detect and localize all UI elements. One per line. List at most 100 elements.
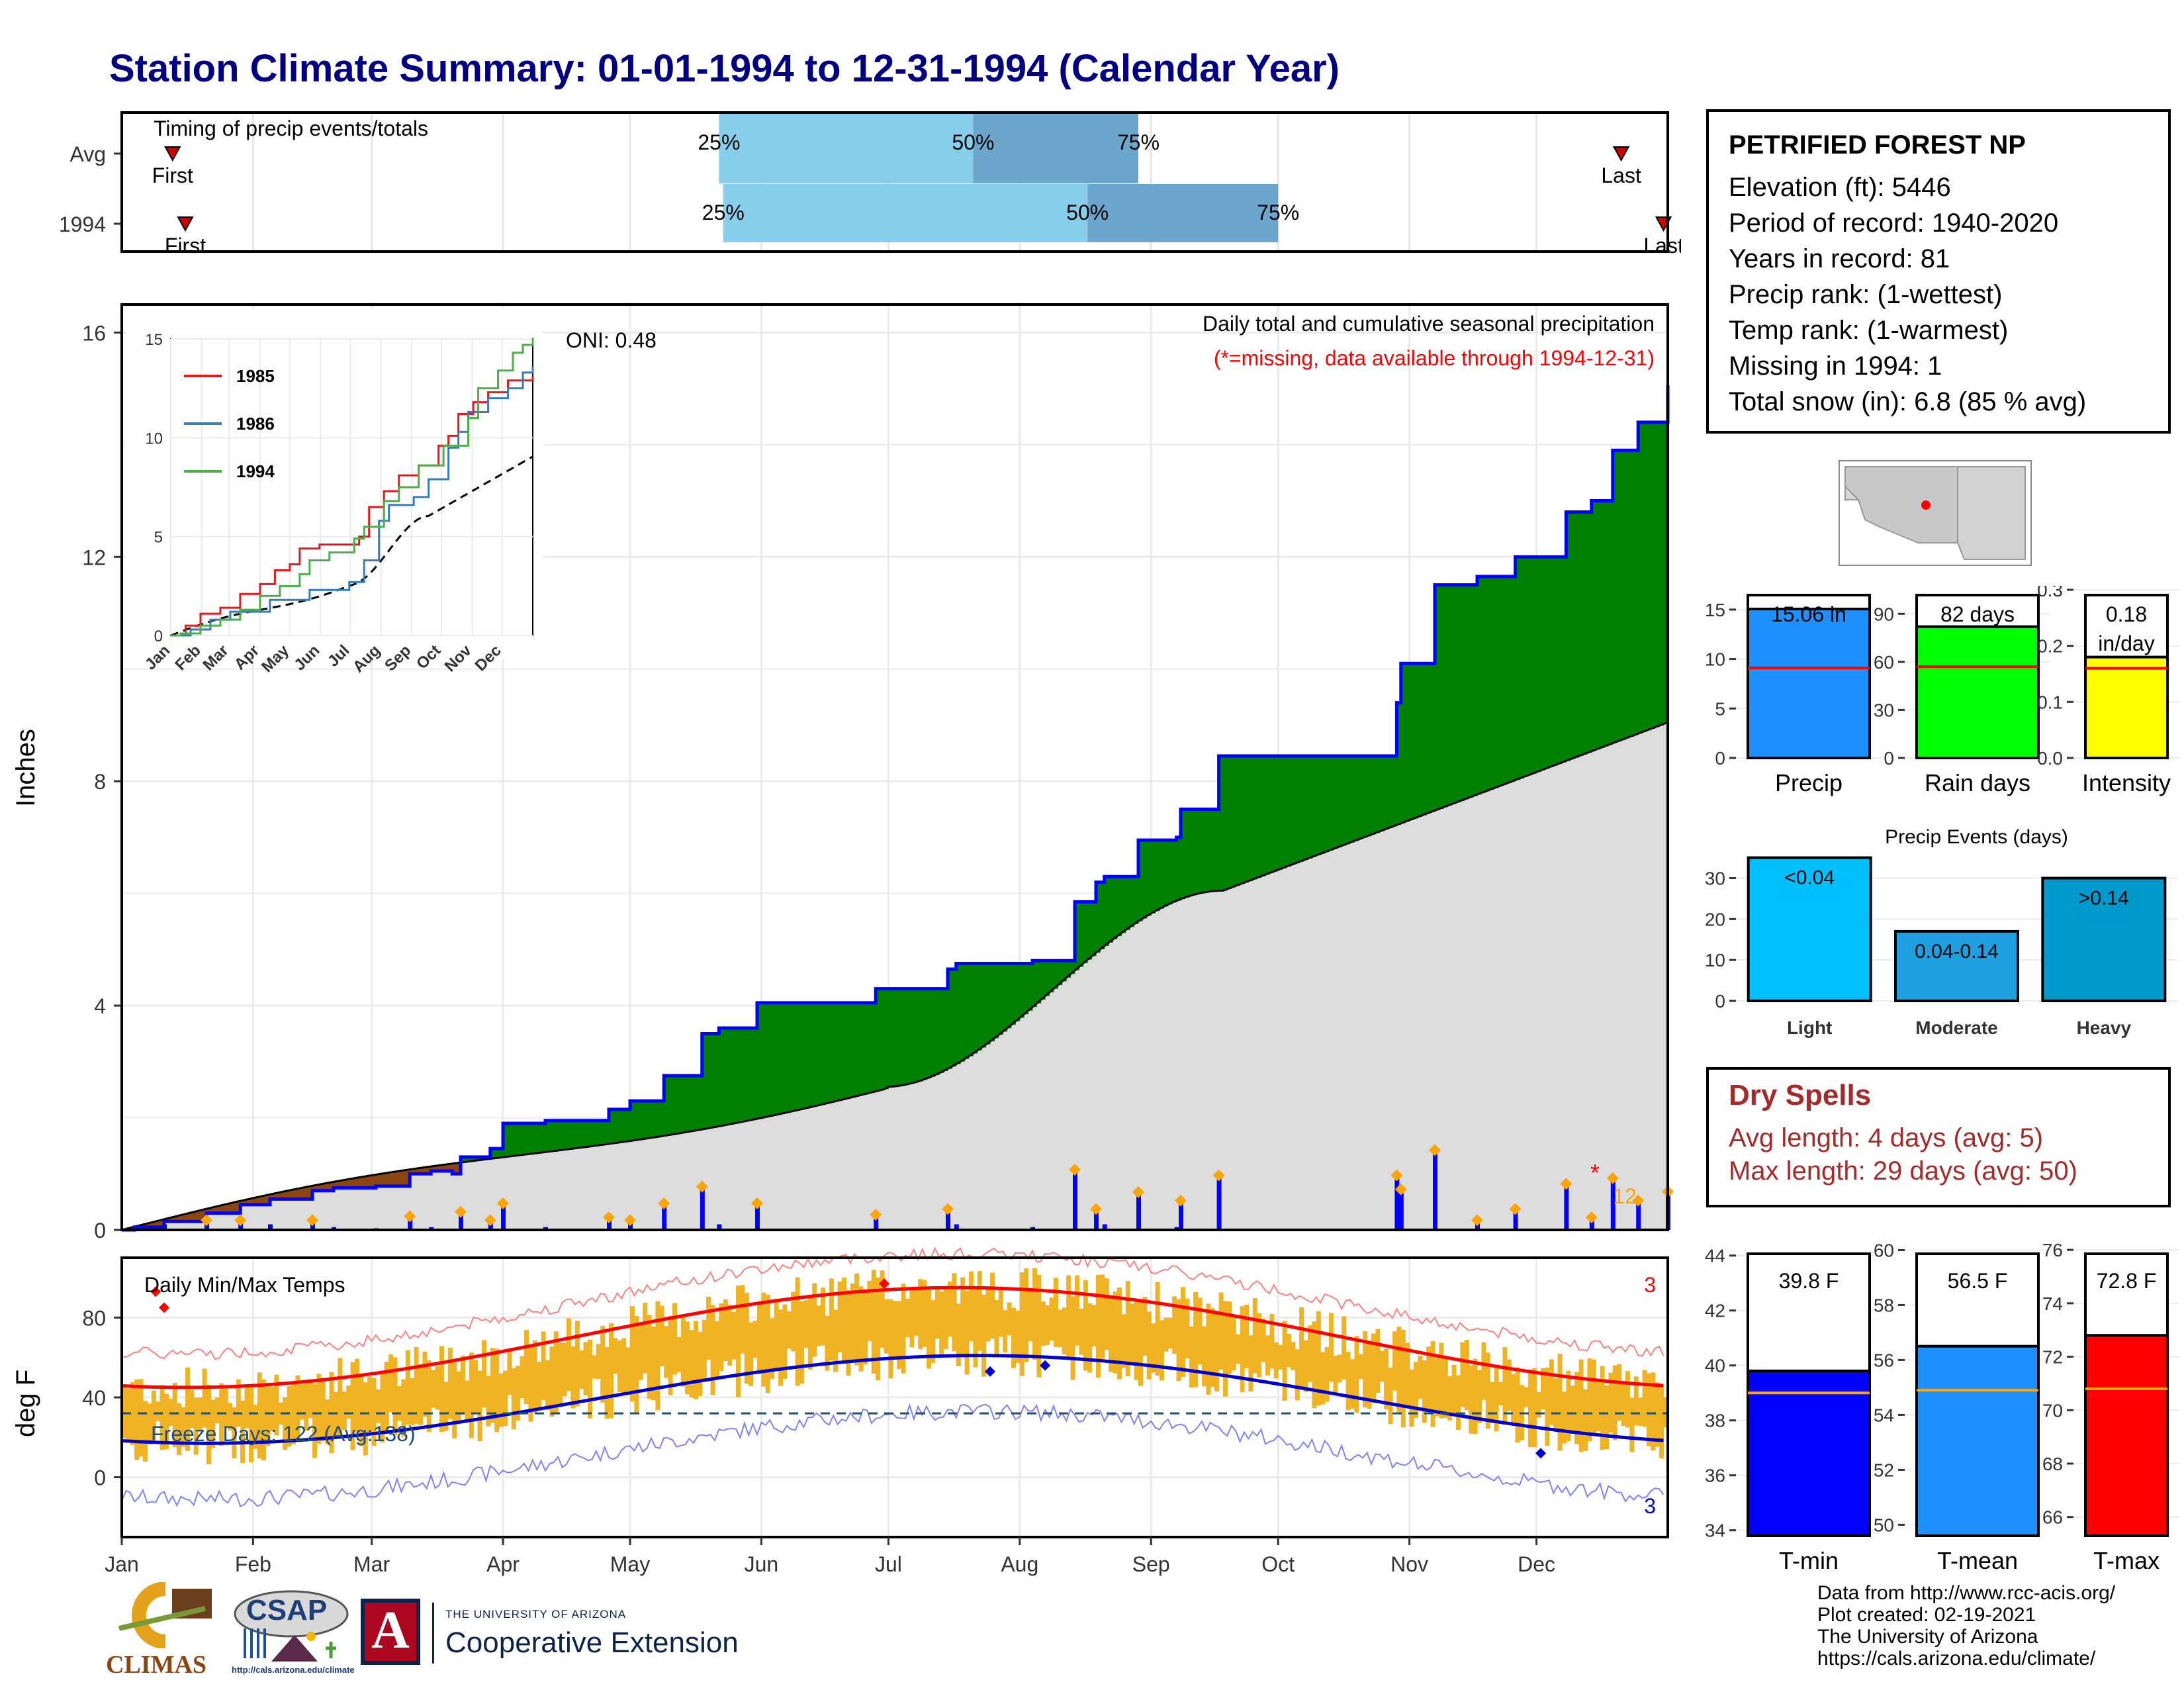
daily-temp-bar	[341, 1391, 347, 1430]
above-normal-segment	[1130, 876, 1135, 927]
below-normal-segment	[452, 1163, 457, 1174]
month-label: Nov	[1390, 1552, 1428, 1576]
above-normal-segment	[1287, 756, 1291, 867]
daily-temp-bar	[1269, 1313, 1275, 1369]
above-normal-segment	[1591, 500, 1596, 751]
daily-temp-bar	[710, 1305, 715, 1395]
daily-temp-bar	[1414, 1362, 1418, 1418]
daily-temp-bar	[304, 1382, 309, 1431]
daily-temp-bar	[939, 1291, 944, 1354]
daily-temp-bar	[579, 1350, 584, 1389]
daily-temp-bar	[320, 1380, 326, 1442]
daily-temp-bar	[981, 1294, 987, 1377]
heavy-event-marker	[603, 1211, 615, 1224]
daily-temp-bar	[1151, 1323, 1156, 1373]
station-temp-rank: Temp rank: (1-warmest)	[1729, 316, 2009, 345]
below-normal-segment	[202, 1209, 207, 1222]
below-normal-segment	[316, 1185, 322, 1191]
above-normal-segment	[659, 1101, 664, 1137]
below-normal-segment	[401, 1170, 406, 1186]
below-normal-segment	[308, 1186, 313, 1199]
above-normal-segment	[922, 988, 927, 1080]
daily-precip-bar	[1513, 1210, 1518, 1230]
daily-temp-bar	[1121, 1314, 1126, 1368]
below-normal-segment	[147, 1223, 152, 1227]
daily-temp-bar	[1138, 1301, 1143, 1386]
above-normal-segment	[1138, 840, 1143, 921]
above-normal-segment	[837, 1002, 842, 1101]
below-normal-segment	[435, 1166, 440, 1172]
tempbar-ytick-label: 76	[2042, 1240, 2063, 1260]
above-normal-segment	[1659, 422, 1664, 726]
above-normal-segment	[998, 963, 1003, 1035]
daily-temp-bar	[1354, 1336, 1359, 1413]
below-normal-segment	[341, 1180, 347, 1188]
daily-temp-bar	[287, 1385, 292, 1446]
daily-temp-bar	[1015, 1310, 1021, 1364]
tempbar-ytick-label: 52	[1874, 1460, 1894, 1480]
daily-temp-bar	[1384, 1348, 1389, 1409]
summary-value-label-2: in/day	[2098, 632, 2154, 655]
above-normal-segment	[1197, 809, 1203, 894]
above-normal-segment	[1083, 902, 1088, 964]
missing-marker: *	[1590, 1159, 1600, 1186]
daily-temp-bar	[1240, 1306, 1245, 1393]
daily-precip-bar	[1030, 1227, 1035, 1230]
daily-temp-bar	[897, 1301, 902, 1370]
daily-temp-bar	[1439, 1342, 1444, 1419]
ua-extension-logo: A THE UNIVERSITY OF ARIZONA Cooperative …	[361, 1599, 758, 1671]
daily-precip-bar	[1102, 1224, 1107, 1230]
daily-temp-bar	[232, 1407, 237, 1458]
above-normal-segment	[1049, 961, 1054, 993]
above-normal-segment	[567, 1120, 571, 1150]
daily-temp-bar	[1181, 1287, 1185, 1377]
daily-temp-bar	[1345, 1352, 1351, 1411]
above-normal-segment	[1388, 756, 1393, 828]
above-normal-segment	[1511, 576, 1516, 782]
daily-precip-bar	[1073, 1171, 1077, 1230]
above-normal-segment	[918, 988, 923, 1082]
above-normal-segment	[1113, 876, 1118, 940]
precip-ytick-label: 4	[94, 994, 106, 1018]
above-normal-segment	[1570, 512, 1575, 759]
below-normal-segment	[334, 1182, 338, 1188]
above-normal-segment	[562, 1120, 567, 1150]
daily-temp-bar	[1231, 1317, 1236, 1371]
daily-temp-bar	[1273, 1342, 1279, 1379]
daily-temp-bar	[1367, 1342, 1372, 1409]
daily-temp-bar	[1494, 1364, 1499, 1432]
above-normal-segment	[507, 1123, 512, 1157]
above-normal-segment	[985, 963, 991, 1045]
daily-temp-bar	[473, 1360, 478, 1413]
above-normal-segment	[795, 1002, 800, 1111]
daily-temp-bar	[1028, 1288, 1033, 1342]
above-normal-segment	[897, 988, 902, 1086]
above-normal-segment	[1244, 756, 1249, 883]
above-normal-segment	[710, 1033, 715, 1128]
daily-temp-bar	[1617, 1364, 1622, 1421]
above-normal-segment	[672, 1076, 677, 1135]
above-normal-segment	[625, 1109, 631, 1142]
daily-temp-bar	[1498, 1382, 1503, 1405]
above-normal-segment	[558, 1120, 563, 1151]
daily-temp-bar	[1155, 1282, 1160, 1376]
daily-temp-bar	[1396, 1327, 1402, 1413]
daily-temp-bar	[1342, 1316, 1347, 1380]
daily-temp-bar	[1206, 1303, 1211, 1395]
daily-temp-bar	[1134, 1299, 1139, 1380]
above-normal-segment	[579, 1120, 584, 1148]
timing-chart: Timing of precip events/totals Avg 25% 50% 7…	[59, 111, 1681, 258]
below-normal-segment	[363, 1176, 368, 1188]
above-normal-segment	[1363, 756, 1368, 838]
month-label: Sep	[1132, 1552, 1170, 1576]
record-low-marker	[1535, 1448, 1546, 1459]
tempbar-category-label: T-min	[1779, 1547, 1839, 1574]
daily-temp-bar	[1299, 1307, 1304, 1387]
below-normal-segment	[384, 1173, 389, 1186]
above-normal-segment	[973, 963, 978, 1054]
above-normal-segment	[1104, 876, 1109, 946]
daily-temp-bar	[837, 1282, 842, 1352]
footer-credits: Data from http://www.rcc-acis.org/ Plot …	[1817, 1582, 2115, 1669]
daily-temp-bar	[126, 1388, 131, 1441]
events-bar	[1747, 856, 1872, 1002]
